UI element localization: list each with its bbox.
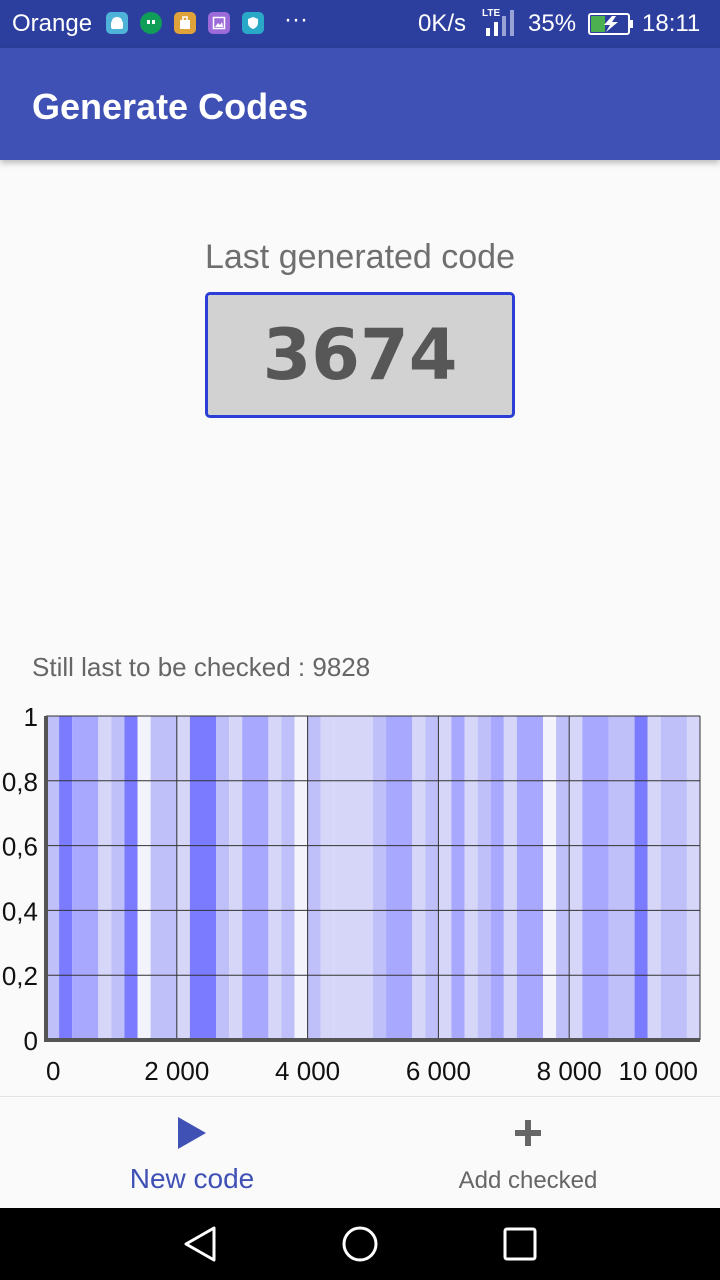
play-icon xyxy=(12,1115,372,1156)
bar-26 xyxy=(477,716,491,1040)
bar-32 xyxy=(569,716,583,1040)
bar-1 xyxy=(59,716,73,1040)
bar-16 xyxy=(307,716,321,1040)
bar-28 xyxy=(503,716,517,1040)
code-coverage-chart: 0 0,2 0,4 0,6 0,8 1 0 2 000 4 000 6 000 8 000 10 00… xyxy=(2,702,701,1086)
recents-icon[interactable] xyxy=(502,1224,538,1269)
bar-4 xyxy=(111,716,125,1040)
more-notifications: ··· xyxy=(284,6,308,33)
add-checked-label: Add checked xyxy=(458,1167,598,1194)
network-type: LTE xyxy=(482,8,500,19)
y-tick-label: 0,2 xyxy=(2,961,38,991)
page-title: Generate Codes xyxy=(32,86,309,127)
bar-15 xyxy=(294,716,308,1040)
x-tick-label: 0 xyxy=(46,1056,60,1086)
network-speed: 0K/s xyxy=(418,10,467,37)
new-code-label: New code xyxy=(129,1163,255,1194)
bar-25 xyxy=(464,716,478,1040)
x-tick-label: 6 000 xyxy=(406,1056,471,1086)
bar-10 xyxy=(216,716,230,1040)
bar-14 xyxy=(281,716,295,1040)
bar-2 xyxy=(72,716,99,1040)
x-tick-label: 2 000 xyxy=(144,1056,209,1086)
home-icon[interactable] xyxy=(340,1224,380,1269)
status-bar: Orange ··· 0K/s LTE 35% xyxy=(0,0,720,48)
bar-13 xyxy=(268,716,282,1040)
bar-21 xyxy=(412,716,426,1040)
android-icon xyxy=(106,12,128,34)
battery-percent: 35% xyxy=(528,10,577,37)
x-tick-label: 10 000 xyxy=(618,1056,698,1086)
app-bar: Generate Codes xyxy=(0,48,720,160)
bar-31 xyxy=(556,716,570,1040)
bar-30 xyxy=(543,716,557,1040)
bar-0 xyxy=(46,716,60,1040)
bar-24 xyxy=(451,716,465,1040)
bar-22 xyxy=(425,716,439,1040)
y-tick-label: 0,6 xyxy=(2,832,38,862)
bar-9 xyxy=(189,716,217,1040)
bar-37 xyxy=(660,716,687,1040)
bar-19 xyxy=(373,716,387,1040)
remaining-count-label: Still last to be checked : 9828 xyxy=(32,652,371,682)
x-tick-label: 4 000 xyxy=(275,1056,340,1086)
bar-34 xyxy=(608,716,635,1040)
y-tick-label: 0,8 xyxy=(2,767,38,797)
store-icon xyxy=(174,12,196,34)
bar-38 xyxy=(686,716,700,1040)
bar-36 xyxy=(647,716,661,1040)
bar-8 xyxy=(176,716,190,1040)
hangouts-icon xyxy=(140,12,162,34)
last-code-display: 3674 xyxy=(205,292,515,418)
last-code-label: Last generated code xyxy=(204,238,516,276)
bar-11 xyxy=(229,716,243,1040)
bar-3 xyxy=(98,716,112,1040)
bar-33 xyxy=(582,716,609,1040)
bar-20 xyxy=(386,716,413,1040)
bar-17 xyxy=(320,716,334,1040)
bar-6 xyxy=(137,716,151,1040)
bar-12 xyxy=(242,716,269,1040)
y-tick-label: 1 xyxy=(24,702,38,732)
y-tick-label: 0 xyxy=(24,1026,38,1056)
bar-23 xyxy=(438,716,452,1040)
shield-icon xyxy=(242,12,264,34)
y-tick-label: 0,4 xyxy=(2,896,38,926)
bar-5 xyxy=(124,716,138,1040)
back-icon[interactable] xyxy=(182,1224,218,1269)
bar-27 xyxy=(490,716,504,1040)
gallery-icon xyxy=(208,12,230,34)
signal-icon: LTE xyxy=(482,6,522,45)
bar-7 xyxy=(150,716,177,1040)
bar-29 xyxy=(516,716,544,1040)
new-code-button[interactable]: New code xyxy=(12,1097,372,1209)
system-navigation-bar xyxy=(0,1208,720,1280)
bar-35 xyxy=(634,716,648,1040)
add-checked-button[interactable]: Add checked xyxy=(348,1097,708,1209)
plus-icon xyxy=(348,1115,708,1156)
clock: 18:11 xyxy=(642,10,701,37)
notification-icons xyxy=(106,12,264,34)
bottom-navigation: New code Add checked xyxy=(0,1096,720,1209)
carrier-name: Orange xyxy=(12,10,93,37)
x-tick-label: 8 000 xyxy=(537,1056,602,1086)
bar-18 xyxy=(333,716,373,1040)
battery-charging-icon xyxy=(588,13,634,40)
